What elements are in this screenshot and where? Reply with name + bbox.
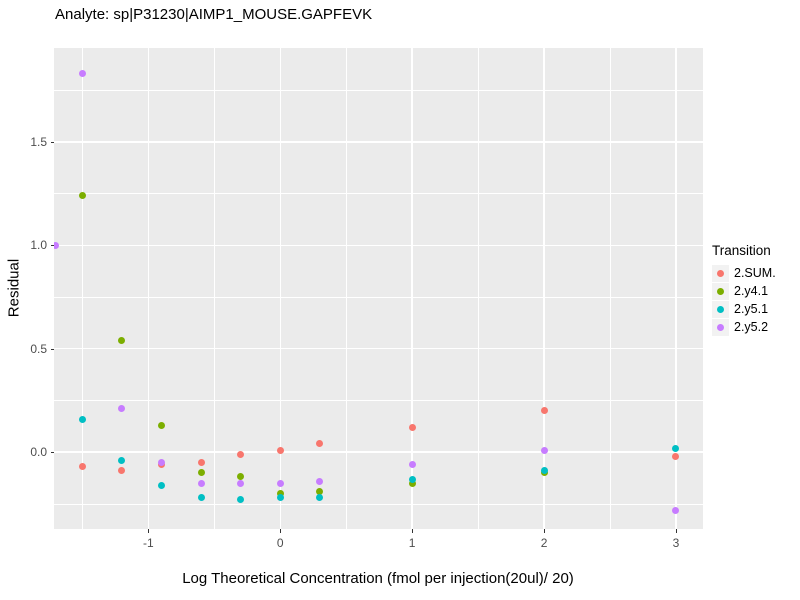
- data-point-2.y5.2: [78, 70, 86, 78]
- x-tick-mark: [148, 529, 150, 533]
- legend-item-2.SUM.: 2.SUM.: [712, 264, 776, 282]
- y-tick-mark: [50, 348, 54, 350]
- legend-key: [712, 300, 729, 318]
- chart-title: Analyte: sp|P31230|AIMP1_MOUSE.GAPFEVK: [55, 6, 373, 23]
- y-tick-label: 1.0: [30, 238, 47, 253]
- legend-dot: [717, 305, 724, 313]
- data-point-2.y5.1: [78, 415, 86, 423]
- legend-key: [712, 318, 729, 336]
- gridline: [54, 193, 703, 194]
- gridline: [54, 503, 703, 505]
- data-point-2.SUM.: [78, 463, 86, 471]
- gridline: [82, 48, 83, 529]
- data-point-2.SUM.: [408, 423, 416, 431]
- gridline: [54, 400, 703, 401]
- x-axis-title: Log Theoretical Concentration (fmol per …: [182, 570, 574, 587]
- data-point-2.SUM.: [316, 440, 324, 448]
- gridline: [411, 48, 413, 529]
- x-tick-mark: [675, 529, 677, 533]
- data-point-2.y5.1: [158, 481, 165, 489]
- data-point-2.y4.1: [78, 192, 86, 200]
- x-tick-label: 2: [540, 536, 548, 550]
- gridline: [213, 48, 215, 529]
- x-tick-label: 1: [408, 536, 416, 550]
- data-point-2.SUM.: [276, 446, 284, 454]
- legend-key: [712, 264, 729, 282]
- gridline: [279, 48, 281, 529]
- data-point-2.y5.2: [118, 405, 126, 413]
- x-tick-label: -1: [142, 536, 154, 550]
- data-point-2.SUM.: [237, 450, 245, 458]
- gridline: [477, 48, 479, 529]
- data-point-2.SUM.: [540, 407, 548, 415]
- data-point-2.y5.1: [408, 475, 416, 483]
- y-tick-mark: [50, 141, 54, 143]
- gridline: [675, 48, 677, 529]
- data-point-2.y4.1: [408, 479, 416, 487]
- data-point-2.y4.1: [316, 487, 324, 495]
- legend-label: 2.y5.2: [734, 320, 769, 334]
- data-point-2.y4.1: [276, 490, 284, 498]
- gridline: [54, 89, 703, 91]
- data-point-2.y5.2: [237, 479, 245, 487]
- data-point-2.y5.2: [54, 241, 60, 249]
- gridline: [54, 244, 703, 246]
- legend-label: 2.y4.1: [734, 284, 769, 298]
- y-tick-mark: [50, 452, 54, 454]
- data-point-2.y5.1: [316, 494, 324, 502]
- x-tick-label: 3: [672, 536, 680, 550]
- y-tick-label: 1.5: [30, 134, 47, 149]
- data-point-2.y5.1: [540, 467, 548, 475]
- legend-dot: [717, 287, 724, 295]
- x-tick-mark: [544, 529, 546, 533]
- legend-items: 2.SUM. 2.y4.1 2.y5.1 2.y5.2: [712, 264, 776, 336]
- legend-label: 2.SUM.: [734, 266, 776, 280]
- data-point-2.y5.2: [540, 446, 548, 454]
- gridline: [543, 48, 545, 529]
- gridline: [345, 48, 347, 529]
- legend-title: Transition: [712, 243, 771, 258]
- plot-panel: [54, 48, 703, 529]
- data-point-2.y4.1: [118, 336, 126, 344]
- x-tick-label: 0: [276, 536, 284, 550]
- legend-dot: [717, 323, 724, 331]
- y-tick-label: 0.0: [30, 445, 47, 460]
- data-point-2.SUM.: [672, 452, 680, 460]
- data-point-2.SUM.: [197, 459, 205, 466]
- x-tick-mark: [412, 529, 414, 533]
- data-point-2.y5.2: [316, 477, 324, 485]
- legend-key: [712, 282, 729, 300]
- data-point-2.y4.1: [197, 469, 205, 477]
- gridline: [54, 451, 703, 453]
- data-point-2.y4.1: [237, 473, 245, 481]
- legend-item-2.y4.1: 2.y4.1: [712, 282, 776, 300]
- legend-dot: [717, 269, 724, 277]
- gridline: [54, 141, 703, 143]
- data-point-2.SUM.: [118, 467, 126, 475]
- gridline: [54, 348, 703, 350]
- gridline: [54, 296, 703, 298]
- data-point-2.y5.1: [672, 444, 680, 452]
- data-point-2.y4.1: [158, 421, 165, 429]
- data-point-2.y5.2: [408, 461, 416, 469]
- data-point-2.y5.2: [672, 506, 680, 514]
- gridline: [609, 48, 611, 529]
- data-point-2.y5.1: [237, 496, 245, 504]
- data-point-2.y5.1: [197, 494, 205, 502]
- legend-label: 2.y5.1: [734, 302, 769, 316]
- legend-item-2.y5.2: 2.y5.2: [712, 318, 776, 336]
- x-tick-mark: [280, 529, 282, 533]
- data-point-2.y5.1: [276, 494, 284, 502]
- y-tick-label: 0.5: [30, 341, 47, 356]
- legend-item-2.y5.1: 2.y5.1: [712, 300, 776, 318]
- gridline: [147, 48, 149, 529]
- y-tick-mark: [50, 245, 54, 247]
- data-point-2.y5.2: [197, 479, 205, 487]
- data-point-2.y5.2: [276, 479, 284, 487]
- legend: Transition 2.SUM. 2.y4.1 2.y5.1 2.y5.2: [712, 243, 776, 336]
- y-axis-title: Residual: [5, 258, 23, 318]
- data-point-2.y5.2: [158, 459, 165, 466]
- data-point-2.y5.1: [118, 456, 126, 464]
